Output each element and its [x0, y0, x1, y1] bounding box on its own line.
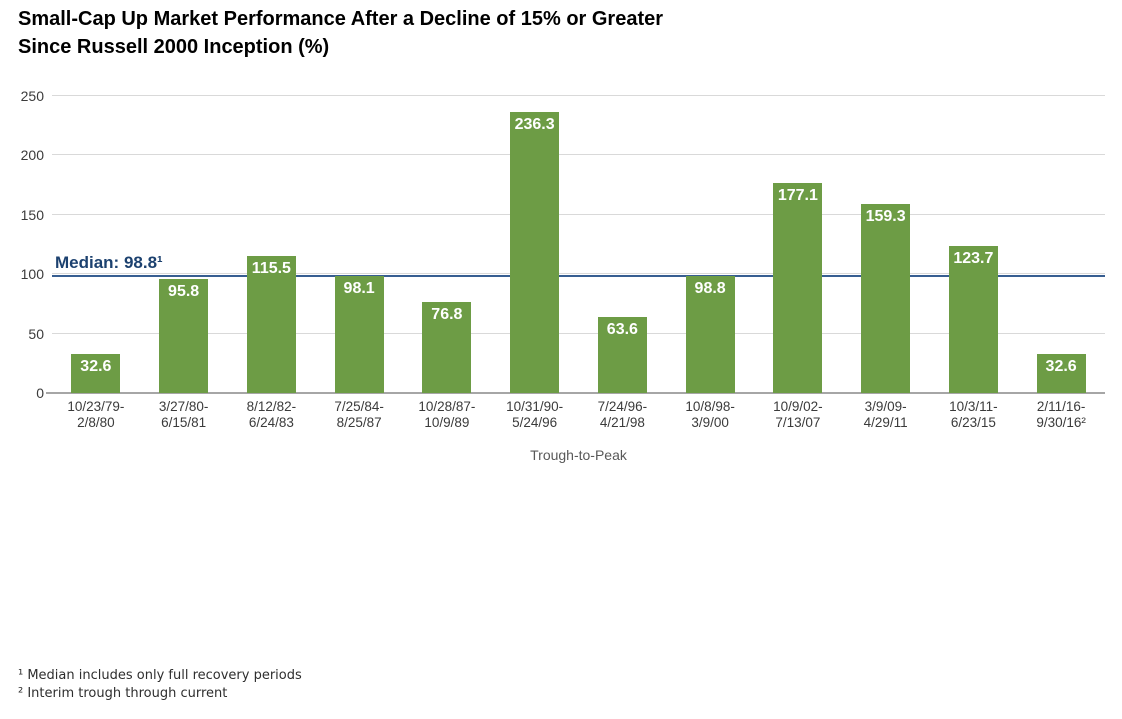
footnotes: ¹ Median includes only full recovery per…	[18, 667, 302, 703]
y-tick-label-50: 50	[28, 325, 44, 342]
x-tick-label: 10/23/79- 2/8/80	[67, 399, 125, 430]
x-axis-title: Trough-to-Peak	[530, 447, 627, 463]
bar: 95.8	[159, 279, 209, 393]
x-tick-label: 10/28/87- 10/9/89	[418, 399, 476, 430]
bar: 98.1	[334, 276, 384, 393]
bar: 177.1	[773, 182, 823, 393]
bar: 236.3	[510, 112, 560, 393]
bar-value-label: 177.1	[777, 186, 818, 204]
bar-value-label: 98.1	[343, 280, 375, 298]
bar-value-label: 63.6	[606, 321, 638, 339]
x-tick-label: 7/24/96- 4/21/98	[597, 399, 648, 430]
bar: 32.6	[71, 354, 121, 393]
x-tick-label: 8/12/82- 6/24/83	[246, 399, 297, 430]
y-tick-label-0: 0	[36, 385, 44, 401]
y-tick-label-250: 250	[20, 88, 44, 104]
chart-title: Small-Cap Up Market Performance After a …	[18, 5, 878, 61]
y-tick-label-100: 100	[20, 266, 44, 283]
x-tick-label: 3/9/09- 4/29/11	[863, 399, 908, 430]
gridline-250	[52, 95, 1105, 96]
bar-value-label: 32.6	[80, 358, 112, 376]
chart-title-line2: Since Russell 2000 Inception (%)	[18, 36, 330, 58]
x-axis-baseline	[46, 392, 1105, 394]
bar: 98.8	[685, 275, 735, 393]
bar: 159.3	[861, 203, 911, 393]
x-tick-label: 3/27/80- 6/15/81	[158, 399, 209, 430]
x-tick-label: 10/31/90- 5/24/96	[506, 399, 564, 430]
bar-value-label: 32.6	[1045, 358, 1077, 376]
footnote-1: ¹ Median includes only full recovery per…	[18, 668, 302, 683]
bar: 123.7	[948, 246, 998, 393]
bar: 63.6	[597, 317, 647, 393]
bar: 115.5	[246, 255, 296, 393]
gridline-150	[52, 213, 1105, 215]
gridline-50	[52, 332, 1105, 334]
bar: 76.8	[422, 301, 472, 393]
chart-title-line1: Small-Cap Up Market Performance After a …	[18, 8, 664, 30]
plot-area: Median: 98.8¹ 32.6 95.8 115.5 98.1 76.8 236.3…	[46, 95, 1105, 394]
gridline-200	[52, 154, 1105, 156]
bar-value-label: 115.5	[251, 259, 291, 277]
bar-value-label: 98.8	[694, 279, 726, 297]
gridline-100	[52, 273, 1105, 275]
bar-value-label: 123.7	[953, 250, 994, 268]
x-tick-label: 10/8/98- 3/9/00	[685, 399, 735, 430]
y-tick-label-200: 200	[20, 147, 44, 164]
bar-value-label: 76.8	[431, 305, 463, 323]
bar-value-label: 159.3	[865, 207, 906, 225]
median-label: Median: 98.8¹	[55, 252, 163, 272]
bar-value-label: 95.8	[168, 283, 200, 301]
median-line	[52, 274, 1105, 277]
x-tick-label: 10/9/02- 7/13/07	[773, 399, 823, 430]
x-tick-label: 10/3/11- 6/23/15	[949, 399, 998, 430]
x-tick-label: 2/11/16- 9/30/16²	[1036, 399, 1086, 430]
bar: 32.6	[1036, 354, 1086, 393]
footnote-2: ² Interim trough through current	[18, 686, 228, 701]
x-tick-label: 7/25/84- 8/25/87	[334, 399, 384, 430]
bar-value-label: 236.3	[514, 116, 555, 134]
y-tick-label-150: 150	[20, 206, 44, 223]
